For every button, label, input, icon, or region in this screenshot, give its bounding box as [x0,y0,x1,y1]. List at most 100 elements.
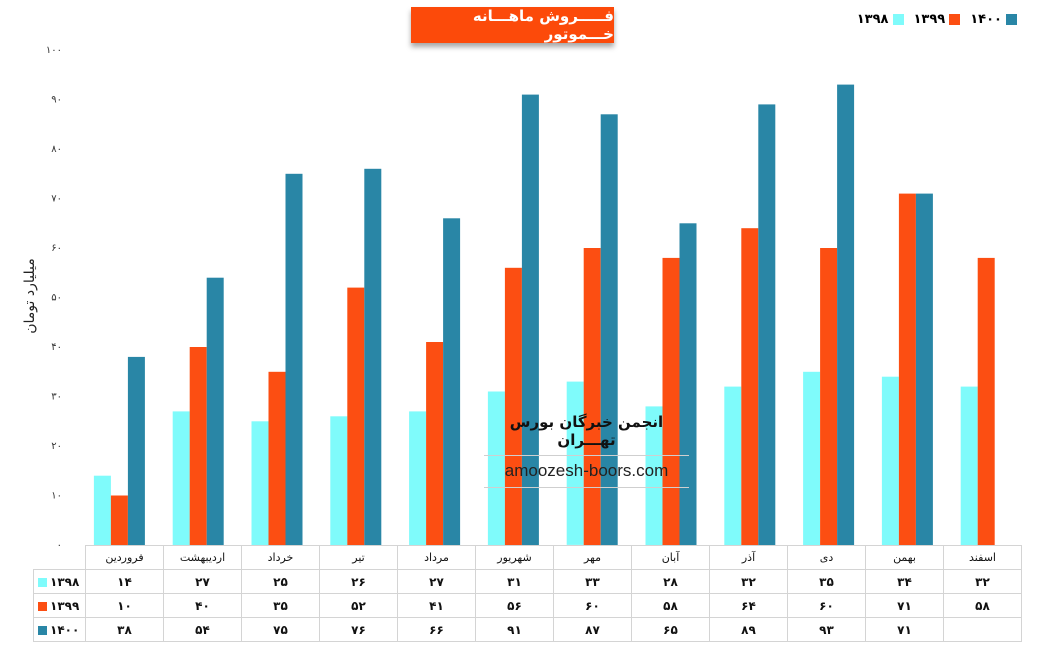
data-label: ۱۰ [85,593,164,618]
legend-item: ۱۳۹۹ [914,12,961,27]
data-label: ۷۵ [241,617,320,642]
data-label: ۹۱ [475,617,554,642]
data-label: ۳۵ [241,593,320,618]
bar-۱۳۹۹ [583,248,601,545]
category-label: مرداد [397,545,476,570]
category-label: اردیبهشت [163,545,242,570]
legend-swatch [1006,14,1017,25]
category-label: آذر [709,545,788,570]
category-label: دی [787,545,866,570]
data-label [943,617,1022,642]
data-label: ۷۱ [865,617,944,642]
bar-۱۳۹۹ [426,342,444,545]
data-label: ۵۶ [475,593,554,618]
table-row: ۱۳۹۹ ۱۰ ۴۰ ۳۵ ۵۲ ۴۱ ۵۶ ۶۰ ۵۸ ۶۴ ۶۰ ۷۱ ۵۸ [33,593,1022,618]
bar-۱۳۹۸ [566,381,584,545]
data-label: ۵۴ [163,617,242,642]
data-label: ۳۲ [709,569,788,594]
row-label: ۱۳۹۹ [50,598,80,613]
legend-label: ۱۳۹۹ [913,12,946,27]
data-label: ۴۱ [397,593,476,618]
data-label: ۶۰ [553,593,632,618]
data-label: ۸۹ [709,617,788,642]
watermark: انجمن خبرگان بورس تهـــران amoozesh-boor… [484,413,689,488]
y-tick-label: ۶۰ [51,243,62,254]
data-label: ۳۴ [865,569,944,594]
bar-۱۴۰۰ [758,104,776,546]
data-label: ۴۰ [163,593,242,618]
bar-۱۳۹۸ [172,411,190,546]
y-tick-label: ۷۰ [51,194,62,205]
data-label: ۳۱ [475,569,554,594]
bar-۱۴۰۰ [127,356,145,545]
y-tick-label: ۳۰ [51,392,62,403]
legend-label: ۱۴۰۰ [970,12,1002,27]
legend-label: ۱۳۹۸ [856,12,889,27]
y-tick-label: ۱۰ [51,491,62,502]
row-label: ۱۴۰۰ [50,622,80,637]
data-label: ۲۷ [397,569,476,594]
bar-۱۴۰۰ [285,173,303,546]
bar-۱۳۹۸ [803,371,821,546]
bar-۱۴۰۰ [837,84,855,545]
category-label: مهر [553,545,632,570]
bar-۱۴۰۰ [364,168,382,546]
bar-۱۴۰۰ [679,223,697,546]
bar-۱۳۹۹ [662,257,680,545]
data-label: ۶۵ [631,617,710,642]
bar-۱۳۹۹ [977,257,995,545]
category-label: خرداد [241,545,320,570]
bar-۱۴۰۰ [443,218,461,546]
bar-۱۳۹۸ [960,386,978,545]
bar-۱۳۹۹ [347,287,365,545]
bar-۱۳۹۸ [724,386,742,545]
data-label: ۵۸ [943,593,1022,618]
y-tick-label: ۹۰ [51,95,62,106]
table-corner [33,545,86,570]
bar-۱۳۹۸ [93,475,111,545]
bar-۱۳۹۹ [504,267,522,545]
bar-۱۳۹۸ [330,416,348,545]
data-label: ۶۰ [787,593,866,618]
category-label: اسفند [943,545,1022,570]
bar-۱۳۹۸ [645,406,663,545]
data-label: ۲۵ [241,569,320,594]
table-row: ۱۴۰۰ ۳۸ ۵۴ ۷۵ ۷۶ ۶۶ ۹۱ ۸۷ ۶۵ ۸۹ ۹۳ ۷۱ [33,617,1022,642]
data-label: ۳۲ [943,569,1022,594]
row-swatch [38,577,47,587]
watermark-url: amoozesh-boors.com [484,456,689,488]
bar-۱۳۹۸ [487,391,505,545]
bar-۱۴۰۰ [521,94,539,545]
bar-۱۴۰۰ [915,193,933,545]
legend-item: ۱۴۰۰ [970,12,1017,27]
bar-۱۳۹۸ [881,376,899,545]
row-header: ۱۳۹۹ [33,593,86,618]
data-label: ۲۶ [319,569,398,594]
data-label: ۱۴ [85,569,164,594]
bar-۱۳۹۸ [409,411,427,546]
data-label: ۶۶ [397,617,476,642]
data-label: ۵۲ [319,593,398,618]
data-label: ۳۵ [787,569,866,594]
legend-swatch [892,14,904,25]
category-label: تیر [319,545,398,570]
bar-۱۳۹۸ [251,421,269,546]
data-label: ۳۸ [85,617,164,642]
category-label: فروردین [85,545,164,570]
data-label: ۲۷ [163,569,242,594]
chart-title: فـــــروش ماهـــانه خـــموتور [411,7,614,43]
y-tick-label: ۱۰۰ [46,45,62,56]
legend-swatch [949,14,961,25]
row-header: ۱۳۹۸ [33,569,86,594]
bar-۱۳۹۹ [898,193,916,545]
y-tick-label: ۸۰ [51,144,62,155]
data-table: فروردین اردیبهشت خرداد تیر مرداد شهریور مهر آبا… [33,545,1022,642]
category-label: بهمن [865,545,944,570]
table-row: ۱۳۹۸ ۱۴ ۲۷ ۲۵ ۲۶ ۲۷ ۳۱ ۳۳ ۲۸ ۳۲ ۳۵ ۳۴ ۳۲ [33,569,1022,594]
category-label: آبان [631,545,710,570]
data-label: ۳۳ [553,569,632,594]
bar-۱۴۰۰ [600,114,618,546]
bar-۱۳۹۹ [189,347,207,545]
y-tick-label: ۴۰ [51,342,62,353]
